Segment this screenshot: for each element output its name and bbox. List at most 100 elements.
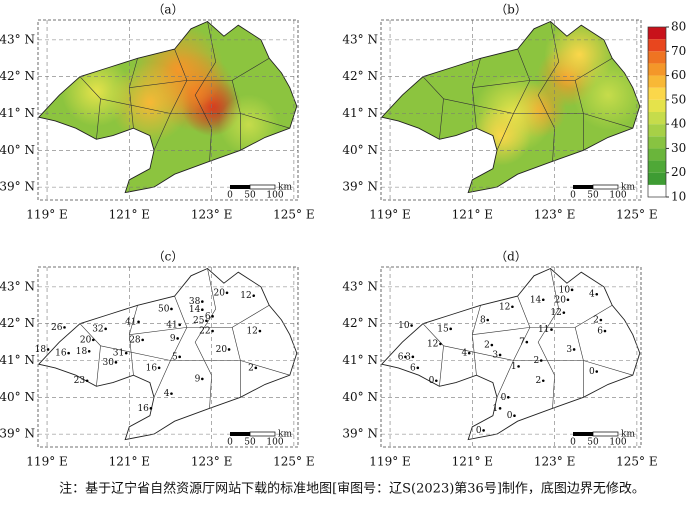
station [205,319,208,323]
map-frame [380,266,642,448]
station-value: 50 [158,304,170,314]
station [490,343,494,347]
scale-label: 100 [609,191,626,201]
x-tick-label: 119° E [26,455,67,469]
colorbar-cell [648,148,666,161]
station-value: 2 [533,356,539,366]
station [211,329,214,333]
station [595,292,599,296]
station-value: 8 [480,316,486,326]
scale-unit: km [621,430,635,440]
province-border [37,20,298,194]
colorbar-label: 30 [671,141,686,155]
scale-label: 50 [587,438,599,448]
county-border [472,327,576,336]
field-blob [61,56,132,127]
station [467,351,471,355]
station-value: 0 [476,426,482,436]
station-value: 6 [410,363,416,373]
station-value: 11 [538,325,549,335]
station-value: 20 [214,288,226,298]
colorbar-cell [648,124,666,137]
y-tick-label: 40° N [0,143,35,157]
scale-label: 100 [266,191,283,201]
field [471,21,640,166]
station-value: 12 [550,308,561,318]
county-border [443,345,633,376]
station [170,307,173,311]
station-value: 18 [76,347,88,357]
station-value: 18 [35,345,47,355]
station-value: 9 [195,374,201,384]
station [46,348,50,351]
y-tick-label: 41° N [0,106,35,120]
county-border [129,80,233,89]
colorbar-cell [648,63,666,76]
station-value: 16 [146,363,158,373]
y-tick-label: 41° N [342,353,378,367]
county-border [537,268,560,409]
x-tick-label: 121° E [452,208,493,222]
colorbar-cell [648,172,666,185]
y-tick-label: 39° N [342,427,378,441]
x-tick-label: 123° E [191,208,232,222]
scale-bar [230,432,250,436]
station-value: 12 [499,302,510,312]
station [449,327,453,331]
station [562,311,566,314]
station-value: 32 [92,324,103,334]
station [599,318,603,322]
station-value: 12 [240,291,251,301]
y-tick-label: 40° N [342,143,378,157]
station-value: 3 [492,350,498,360]
station-value: 20 [554,295,566,305]
station-value: 6 [398,352,404,362]
station-value: 4 [164,389,170,399]
colorbar-label: 40 [671,117,686,131]
station [498,353,502,357]
county-border [194,268,217,409]
station [227,348,231,351]
map-panel: （b） 119° E 121° E 123° E 125° E 43° N 42° N 41°… [342,3,657,222]
colorbar-label: 80 [671,20,686,34]
station-value: 0 [429,376,435,386]
y-tick-label: 39° N [0,180,35,194]
station-value: 7 [519,338,525,348]
map-panel: （c） 119° E 121° E 123° E 125° E 43° N 42° N 41°… [0,250,315,469]
y-tick-label: 43° N [342,32,378,46]
station [114,361,118,364]
y-tick-label: 43° N [342,279,378,293]
station-value: 1 [492,404,498,414]
station [141,338,144,342]
station-value: 20 [80,335,92,345]
county-border [574,58,613,151]
station [566,298,570,302]
county-border [129,305,138,376]
station-value: 22 [199,327,210,337]
scale-bar [592,431,619,437]
station [201,300,204,303]
x-tick-label: 125° E [616,455,657,469]
y-tick-label: 42° N [342,69,378,83]
station-value: 14 [189,305,201,315]
colorbar-cell [648,160,666,173]
colorbar-cell [648,27,666,40]
station-value: 5 [172,352,178,362]
colorbar-cell [648,136,666,149]
scale-label: 50 [587,191,599,201]
station [506,396,510,399]
station-value: 10 [398,321,410,331]
y-tick-label: 40° N [0,390,35,404]
y-tick-label: 43° N [0,279,35,293]
county-border [537,21,560,162]
colorbar-cell [648,51,666,64]
county-border [231,305,270,398]
station-value: 14 [530,295,542,305]
station [572,348,576,351]
colorbar-label: 20 [671,165,686,179]
y-tick-label: 41° N [0,353,35,367]
x-tick-label: 119° E [369,455,410,469]
x-tick-label: 123° E [534,208,575,222]
colorbar-cell [648,87,666,100]
station [410,324,413,327]
